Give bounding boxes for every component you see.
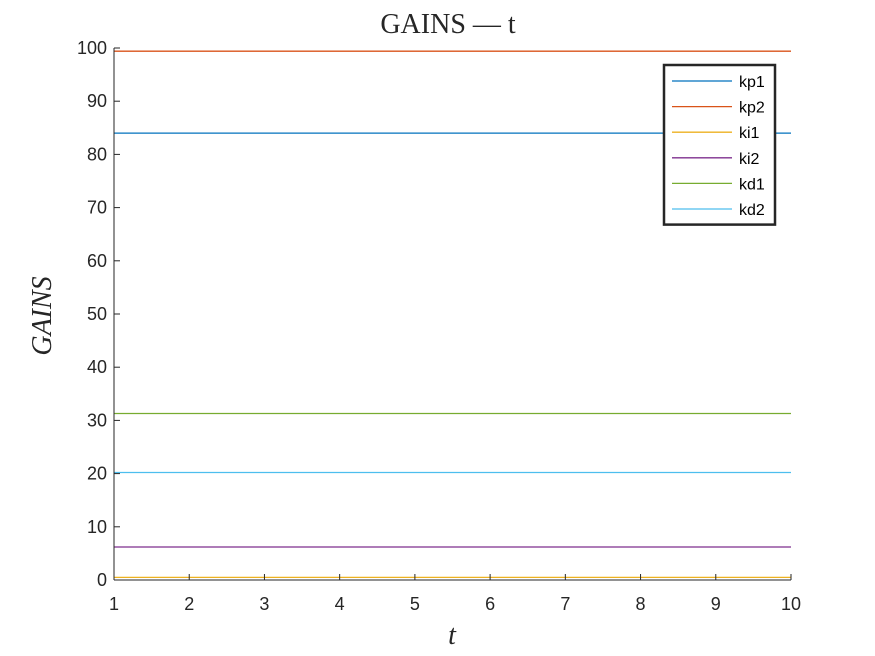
legend-label-ki1: ki1 xyxy=(739,125,760,142)
y-tick-label: 80 xyxy=(87,144,107,164)
legend-label-ki2: ki2 xyxy=(739,151,760,168)
x-tick-label: 1 xyxy=(109,594,119,614)
y-tick-label: 40 xyxy=(87,357,107,377)
x-tick-label: 5 xyxy=(410,594,420,614)
y-axis-label: GAINS xyxy=(27,276,58,355)
x-tick-label: 6 xyxy=(485,594,495,614)
legend: kp1 kp2 ki1 ki2 kd1 kd2 xyxy=(662,63,777,226)
x-tick-label: 7 xyxy=(560,594,570,614)
y-tick-label: 10 xyxy=(87,517,107,537)
x-tick-label: 2 xyxy=(184,594,194,614)
y-tick-label: 30 xyxy=(87,410,107,430)
x-tick-label: 8 xyxy=(636,594,646,614)
x-tick-label: 10 xyxy=(781,594,801,614)
x-tick-label: 3 xyxy=(259,594,269,614)
chart-title: GAINS — t xyxy=(380,9,516,40)
x-tick-label: 4 xyxy=(335,594,345,614)
y-tick-label: 100 xyxy=(77,38,107,58)
y-tick-label: 0 xyxy=(97,570,107,590)
legend-label-kd2: kd2 xyxy=(739,202,765,219)
y-tick-label: 20 xyxy=(87,464,107,484)
x-axis-label: t xyxy=(448,620,457,651)
legend-label-kp1: kp1 xyxy=(739,74,765,91)
legend-label-kp2: kp2 xyxy=(739,100,765,117)
y-tick-label: 60 xyxy=(87,251,107,271)
legend-box xyxy=(662,63,777,226)
y-tick-label: 90 xyxy=(87,91,107,111)
legend-label-kd1: kd1 xyxy=(739,176,765,193)
y-tick-label: 50 xyxy=(87,304,107,324)
y-tick-label: 70 xyxy=(87,198,107,218)
x-tick-label: 9 xyxy=(711,594,721,614)
